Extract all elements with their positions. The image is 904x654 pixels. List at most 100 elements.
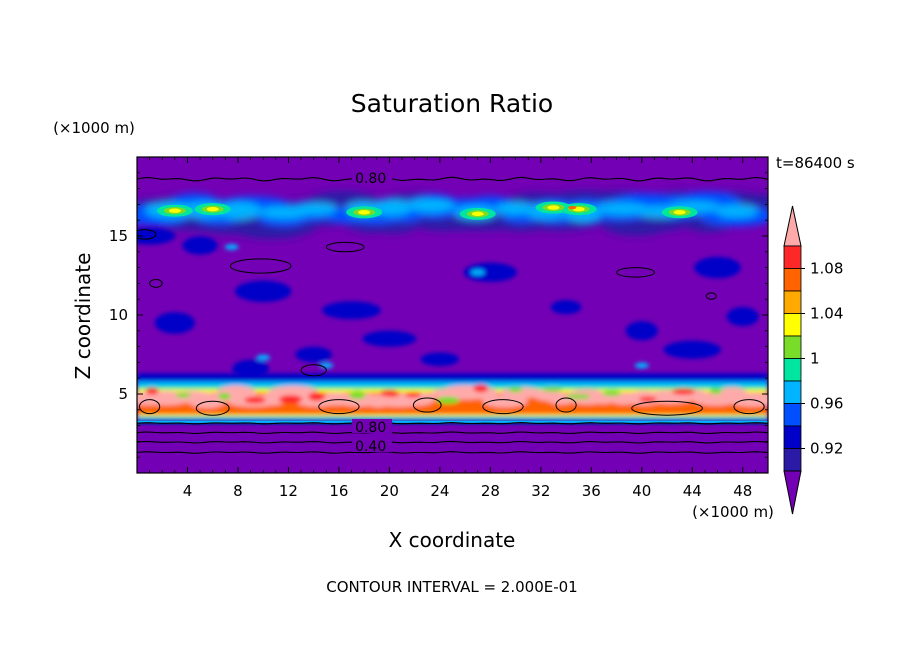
mid-patch bbox=[295, 346, 333, 363]
lower-blob-mixed bbox=[244, 396, 266, 404]
upper-core-yellow bbox=[168, 208, 181, 213]
y-tick-label: 10 bbox=[109, 306, 128, 324]
upper-blob-cyan bbox=[295, 202, 338, 215]
mid-patch bbox=[235, 280, 292, 303]
lower-blob-mixed bbox=[404, 391, 422, 398]
mid-patch bbox=[362, 330, 417, 347]
mid-patch bbox=[726, 307, 759, 327]
x-tick-label: 32 bbox=[531, 482, 550, 500]
contour-closed-lower bbox=[631, 400, 703, 416]
x-tick-label: 48 bbox=[733, 482, 752, 500]
contours bbox=[137, 176, 768, 454]
lower-blob-mixed bbox=[542, 386, 563, 392]
contour-closed bbox=[137, 229, 157, 240]
x-tick-label: 4 bbox=[183, 482, 193, 500]
lower-blob-mixed bbox=[278, 395, 303, 404]
contour-label: 0.80 bbox=[355, 171, 386, 187]
lower-blob-mixed bbox=[175, 392, 191, 398]
lower-moist-layer bbox=[137, 373, 768, 426]
time-label: t=86400 s bbox=[776, 154, 855, 172]
mid-patch bbox=[182, 236, 218, 255]
contour-label: 0.80 bbox=[355, 420, 386, 436]
y-tick-label: 5 bbox=[118, 385, 128, 403]
x-axis: 4 8 12 16 20 24 28 32 36 40 44 48 bbox=[149, 157, 756, 500]
x-unit-label: (×1000 m) bbox=[692, 503, 774, 521]
mid-patch bbox=[232, 359, 270, 378]
contour-line-lower-c bbox=[137, 440, 768, 444]
x-tick-label: 44 bbox=[683, 482, 702, 500]
mid-patch-cyan bbox=[256, 354, 271, 361]
lower-blob-mixed bbox=[349, 391, 366, 400]
x-tick-label: 16 bbox=[329, 482, 348, 500]
upper-blob-cyan bbox=[495, 202, 534, 215]
colorbar-segment bbox=[783, 245, 802, 269]
x-tick-label: 28 bbox=[481, 482, 500, 500]
mid-patch bbox=[463, 262, 518, 282]
upper-blob-cyan bbox=[595, 202, 650, 215]
lower-blob-mixed bbox=[436, 396, 460, 405]
colorbar-segment bbox=[783, 358, 802, 382]
colorbar-segment bbox=[783, 380, 802, 404]
lower-blob-mixed bbox=[379, 389, 399, 397]
lower-blob-mixed bbox=[218, 392, 231, 400]
upper-blob-cyan bbox=[715, 204, 759, 218]
lower-blob-mixed bbox=[638, 396, 657, 402]
contour-closed-lower bbox=[139, 399, 161, 415]
lower-blob-mixed bbox=[508, 386, 523, 393]
colorbar-segment bbox=[783, 403, 802, 427]
contour-line-lower-b bbox=[137, 431, 768, 435]
lower-blob-mixed bbox=[308, 392, 325, 401]
colorbar-tick-label: 1.04 bbox=[810, 305, 843, 323]
colorbar-segment bbox=[783, 335, 802, 359]
colorbar-tick-label: 0.92 bbox=[810, 440, 843, 458]
colorbar-segment bbox=[783, 268, 802, 292]
contour-closed-lower bbox=[555, 397, 577, 413]
lower-layer-shading bbox=[137, 373, 768, 423]
colorbar-bottom-arrow bbox=[783, 470, 802, 515]
lower-base-dark bbox=[137, 423, 768, 426]
lower-blob-mixed bbox=[473, 384, 489, 393]
contour-label: 0.40 bbox=[355, 439, 386, 455]
y-axis: 5 10 15 bbox=[109, 172, 768, 458]
x-tick-label: 36 bbox=[582, 482, 601, 500]
upper-core-yellow bbox=[547, 205, 560, 210]
colorbar: 0.92 0.96 1 1.04 1.08 bbox=[783, 205, 843, 515]
lower-blob-pink bbox=[268, 385, 319, 400]
upper-moist-layer bbox=[137, 190, 768, 239]
contour-closed bbox=[229, 258, 292, 274]
chart-title: Saturation Ratio bbox=[351, 89, 553, 118]
x-tick-label: 8 bbox=[233, 482, 243, 500]
contour-closed bbox=[149, 278, 163, 288]
mid-patch bbox=[625, 321, 658, 341]
y-axis-title: Z coordinate bbox=[71, 253, 95, 380]
colorbar-tick-label: 1.08 bbox=[810, 260, 843, 278]
lower-blob-mixed bbox=[671, 388, 696, 395]
x-axis-title: X coordinate bbox=[389, 528, 516, 552]
lower-blob-mixed bbox=[566, 394, 591, 400]
colorbar-tick-label: 1 bbox=[810, 350, 820, 368]
mid-patch bbox=[322, 301, 381, 320]
contour-closed bbox=[325, 241, 365, 253]
mid-patch bbox=[663, 340, 722, 359]
contour-label-bg bbox=[352, 170, 393, 185]
contour-closed-lower bbox=[195, 400, 230, 416]
colorbar-segment bbox=[783, 313, 802, 337]
lower-blob-mixed bbox=[145, 387, 159, 395]
contour-closed-lower bbox=[412, 397, 442, 413]
x-tick-label: 20 bbox=[380, 482, 399, 500]
contour-line-lower-a bbox=[137, 422, 768, 425]
lower-blob-pink bbox=[395, 391, 436, 407]
contour-closed-lower bbox=[318, 399, 360, 415]
contour-line-upper bbox=[137, 176, 768, 182]
lower-base-line bbox=[137, 420, 768, 423]
contour-label-bg bbox=[352, 418, 393, 433]
colorbar-tick-label: 0.96 bbox=[810, 395, 843, 413]
mid-patch-cyan bbox=[319, 362, 334, 369]
mid-level-patches bbox=[137, 227, 759, 378]
contour-line-lower-d bbox=[137, 451, 768, 454]
lower-blob-mixed bbox=[602, 390, 622, 396]
contour-closed-lower bbox=[733, 399, 765, 415]
y-unit-label: (×1000 m) bbox=[53, 119, 135, 137]
contour-closed bbox=[300, 364, 327, 377]
y-tick-label: 15 bbox=[109, 227, 128, 245]
